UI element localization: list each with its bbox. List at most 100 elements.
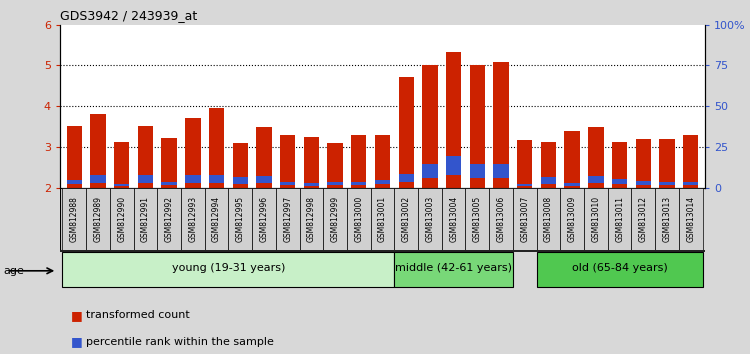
Bar (470, 65, 485, 188)
Bar (418, 188, 442, 250)
Bar (466, 188, 489, 250)
Bar (422, 164, 438, 178)
Bar (494, 62, 508, 188)
Bar (327, 143, 343, 188)
Bar (584, 188, 608, 250)
Bar (375, 135, 390, 188)
Bar (446, 52, 461, 188)
Bar (375, 180, 390, 184)
Bar (304, 183, 319, 185)
Bar (351, 135, 367, 188)
Bar (158, 188, 181, 250)
Text: GSM812995: GSM812995 (236, 195, 244, 242)
Text: GSM812999: GSM812999 (331, 195, 340, 242)
Bar (541, 177, 556, 183)
Text: GSM812990: GSM812990 (117, 195, 126, 242)
Bar (276, 188, 299, 250)
Bar (62, 188, 86, 250)
Text: GSM813001: GSM813001 (378, 195, 387, 242)
Bar (398, 77, 414, 188)
Text: GSM812989: GSM812989 (94, 196, 103, 241)
Bar (679, 188, 703, 250)
Bar (161, 182, 177, 185)
Bar (185, 118, 200, 188)
Bar (351, 182, 367, 185)
Text: GSM813013: GSM813013 (662, 195, 671, 242)
Text: GSM813000: GSM813000 (354, 195, 363, 242)
Bar (632, 188, 656, 250)
Text: GSM812988: GSM812988 (70, 196, 79, 241)
Bar (228, 188, 252, 250)
Text: GSM813004: GSM813004 (449, 195, 458, 242)
Bar (612, 142, 627, 188)
Bar (683, 135, 698, 188)
Bar (659, 139, 675, 188)
Text: GSM813014: GSM813014 (686, 195, 695, 242)
Bar (280, 182, 296, 185)
Bar (612, 179, 627, 184)
Bar (494, 164, 508, 178)
Bar (67, 126, 82, 188)
Bar (185, 176, 200, 183)
Bar (422, 65, 438, 188)
Text: percentile rank within the sample: percentile rank within the sample (86, 337, 274, 347)
Bar (209, 176, 224, 183)
Bar (537, 251, 703, 287)
Text: GSM813003: GSM813003 (425, 195, 434, 242)
Text: GSM812992: GSM812992 (164, 196, 173, 241)
Bar (537, 188, 560, 250)
Bar (446, 156, 461, 175)
Text: ■: ■ (71, 335, 83, 348)
Bar (252, 188, 276, 250)
Text: ■: ■ (71, 309, 83, 321)
Bar (659, 182, 675, 185)
Bar (394, 188, 418, 250)
Bar (138, 176, 153, 183)
Bar (280, 135, 296, 188)
Bar (656, 188, 679, 250)
Bar (636, 181, 651, 185)
Bar (232, 177, 248, 183)
Bar (138, 126, 153, 188)
Bar (134, 188, 158, 250)
Bar (181, 188, 205, 250)
Bar (588, 127, 604, 188)
Bar (90, 176, 106, 183)
Bar (299, 188, 323, 250)
Text: GSM812998: GSM812998 (307, 196, 316, 241)
Bar (205, 188, 228, 250)
Bar (565, 183, 580, 185)
Text: GSM812996: GSM812996 (260, 195, 268, 242)
Bar (256, 176, 272, 183)
Bar (209, 108, 224, 188)
Text: GSM813008: GSM813008 (544, 195, 553, 242)
Bar (489, 188, 513, 250)
Text: transformed count: transformed count (86, 310, 190, 320)
Bar (560, 188, 584, 250)
Text: GSM813005: GSM813005 (472, 195, 482, 242)
Bar (588, 176, 604, 183)
Bar (683, 182, 698, 185)
Bar (110, 188, 134, 250)
Bar (86, 188, 109, 250)
Bar (470, 164, 485, 178)
Text: GSM812994: GSM812994 (212, 195, 221, 242)
Bar (114, 142, 129, 188)
Bar (256, 127, 272, 188)
Bar (347, 188, 370, 250)
Text: GSM813006: GSM813006 (496, 195, 506, 242)
Text: GSM812997: GSM812997 (284, 195, 292, 242)
Text: age: age (4, 266, 25, 276)
Bar (90, 114, 106, 188)
Bar (114, 183, 129, 186)
Text: GSM813010: GSM813010 (592, 195, 601, 242)
Bar (636, 139, 651, 188)
Text: GSM812993: GSM812993 (188, 195, 197, 242)
Text: old (65-84 years): old (65-84 years) (572, 263, 668, 273)
Text: GSM813002: GSM813002 (402, 195, 411, 242)
Text: GDS3942 / 243939_at: GDS3942 / 243939_at (60, 9, 197, 22)
Bar (517, 139, 532, 188)
Bar (517, 183, 532, 186)
Bar (232, 143, 248, 188)
Bar (323, 188, 347, 250)
